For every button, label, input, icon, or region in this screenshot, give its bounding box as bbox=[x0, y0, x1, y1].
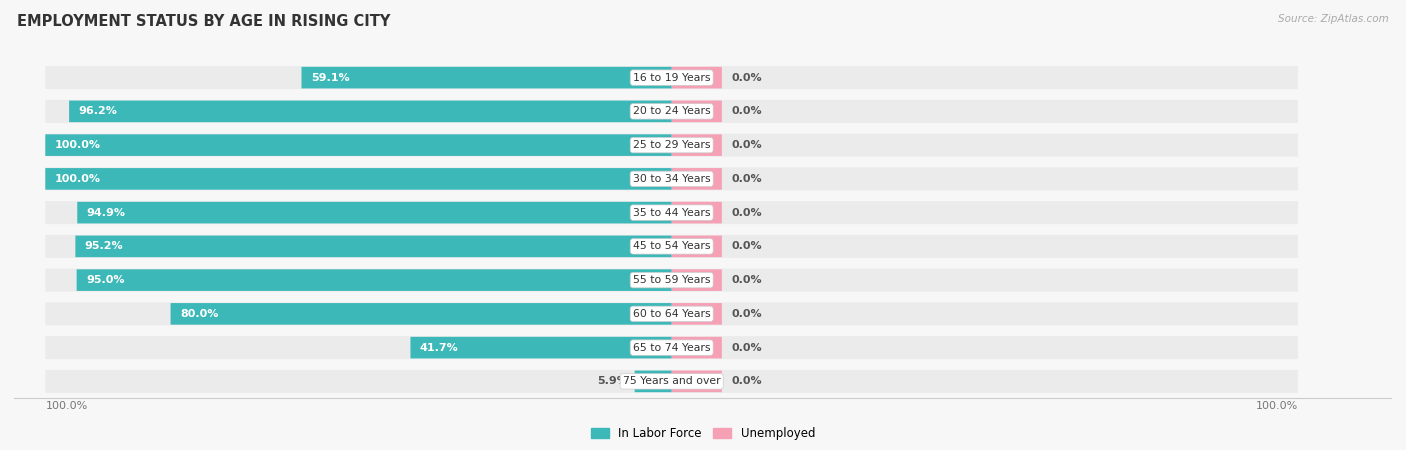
Text: 59.1%: 59.1% bbox=[311, 72, 350, 83]
FancyBboxPatch shape bbox=[77, 202, 672, 223]
FancyBboxPatch shape bbox=[672, 337, 721, 358]
FancyBboxPatch shape bbox=[45, 167, 1298, 190]
Text: 65 to 74 Years: 65 to 74 Years bbox=[633, 342, 710, 353]
Text: 0.0%: 0.0% bbox=[731, 140, 762, 150]
FancyBboxPatch shape bbox=[672, 303, 721, 325]
FancyBboxPatch shape bbox=[301, 67, 672, 88]
Text: 94.9%: 94.9% bbox=[87, 207, 125, 218]
Text: 95.0%: 95.0% bbox=[86, 275, 125, 285]
FancyBboxPatch shape bbox=[672, 168, 721, 189]
FancyBboxPatch shape bbox=[45, 201, 1298, 224]
FancyBboxPatch shape bbox=[45, 235, 1298, 258]
Text: 0.0%: 0.0% bbox=[731, 106, 762, 117]
FancyBboxPatch shape bbox=[672, 235, 721, 257]
FancyBboxPatch shape bbox=[672, 202, 721, 223]
FancyBboxPatch shape bbox=[45, 66, 1298, 89]
FancyBboxPatch shape bbox=[672, 100, 721, 122]
Text: 96.2%: 96.2% bbox=[79, 106, 118, 117]
Text: 0.0%: 0.0% bbox=[731, 376, 762, 387]
Text: 100.0%: 100.0% bbox=[1256, 401, 1298, 411]
FancyBboxPatch shape bbox=[170, 303, 672, 325]
FancyBboxPatch shape bbox=[672, 67, 721, 88]
FancyBboxPatch shape bbox=[411, 337, 672, 358]
Text: 5.9%: 5.9% bbox=[598, 376, 628, 387]
Text: 100.0%: 100.0% bbox=[55, 140, 101, 150]
FancyBboxPatch shape bbox=[45, 302, 1298, 325]
Text: 35 to 44 Years: 35 to 44 Years bbox=[633, 207, 710, 218]
Text: 100.0%: 100.0% bbox=[45, 401, 87, 411]
Legend: In Labor Force, Unemployed: In Labor Force, Unemployed bbox=[586, 422, 820, 445]
Text: 80.0%: 80.0% bbox=[180, 309, 218, 319]
Text: 60 to 64 Years: 60 to 64 Years bbox=[633, 309, 710, 319]
Text: 100.0%: 100.0% bbox=[55, 174, 101, 184]
Text: 41.7%: 41.7% bbox=[420, 342, 458, 353]
Text: 0.0%: 0.0% bbox=[731, 342, 762, 353]
Text: 0.0%: 0.0% bbox=[731, 309, 762, 319]
FancyBboxPatch shape bbox=[672, 371, 721, 392]
FancyBboxPatch shape bbox=[69, 100, 672, 122]
Text: 45 to 54 Years: 45 to 54 Years bbox=[633, 241, 710, 252]
FancyBboxPatch shape bbox=[634, 371, 672, 392]
Text: 25 to 29 Years: 25 to 29 Years bbox=[633, 140, 710, 150]
Text: 0.0%: 0.0% bbox=[731, 275, 762, 285]
FancyBboxPatch shape bbox=[45, 370, 1298, 393]
FancyBboxPatch shape bbox=[45, 168, 672, 189]
Text: 0.0%: 0.0% bbox=[731, 207, 762, 218]
FancyBboxPatch shape bbox=[672, 134, 721, 156]
Text: 0.0%: 0.0% bbox=[731, 241, 762, 252]
FancyBboxPatch shape bbox=[45, 134, 672, 156]
Text: 16 to 19 Years: 16 to 19 Years bbox=[633, 72, 710, 83]
FancyBboxPatch shape bbox=[672, 269, 721, 291]
FancyBboxPatch shape bbox=[76, 235, 672, 257]
FancyBboxPatch shape bbox=[45, 134, 1298, 157]
FancyBboxPatch shape bbox=[45, 100, 1298, 123]
Text: 55 to 59 Years: 55 to 59 Years bbox=[633, 275, 710, 285]
Text: 30 to 34 Years: 30 to 34 Years bbox=[633, 174, 710, 184]
Text: Source: ZipAtlas.com: Source: ZipAtlas.com bbox=[1278, 14, 1389, 23]
Text: 0.0%: 0.0% bbox=[731, 174, 762, 184]
FancyBboxPatch shape bbox=[45, 269, 1298, 292]
FancyBboxPatch shape bbox=[45, 336, 1298, 359]
FancyBboxPatch shape bbox=[77, 269, 672, 291]
Text: 0.0%: 0.0% bbox=[731, 72, 762, 83]
Text: 75 Years and over: 75 Years and over bbox=[623, 376, 720, 387]
Text: EMPLOYMENT STATUS BY AGE IN RISING CITY: EMPLOYMENT STATUS BY AGE IN RISING CITY bbox=[17, 14, 391, 28]
Text: 20 to 24 Years: 20 to 24 Years bbox=[633, 106, 710, 117]
Text: 95.2%: 95.2% bbox=[84, 241, 124, 252]
